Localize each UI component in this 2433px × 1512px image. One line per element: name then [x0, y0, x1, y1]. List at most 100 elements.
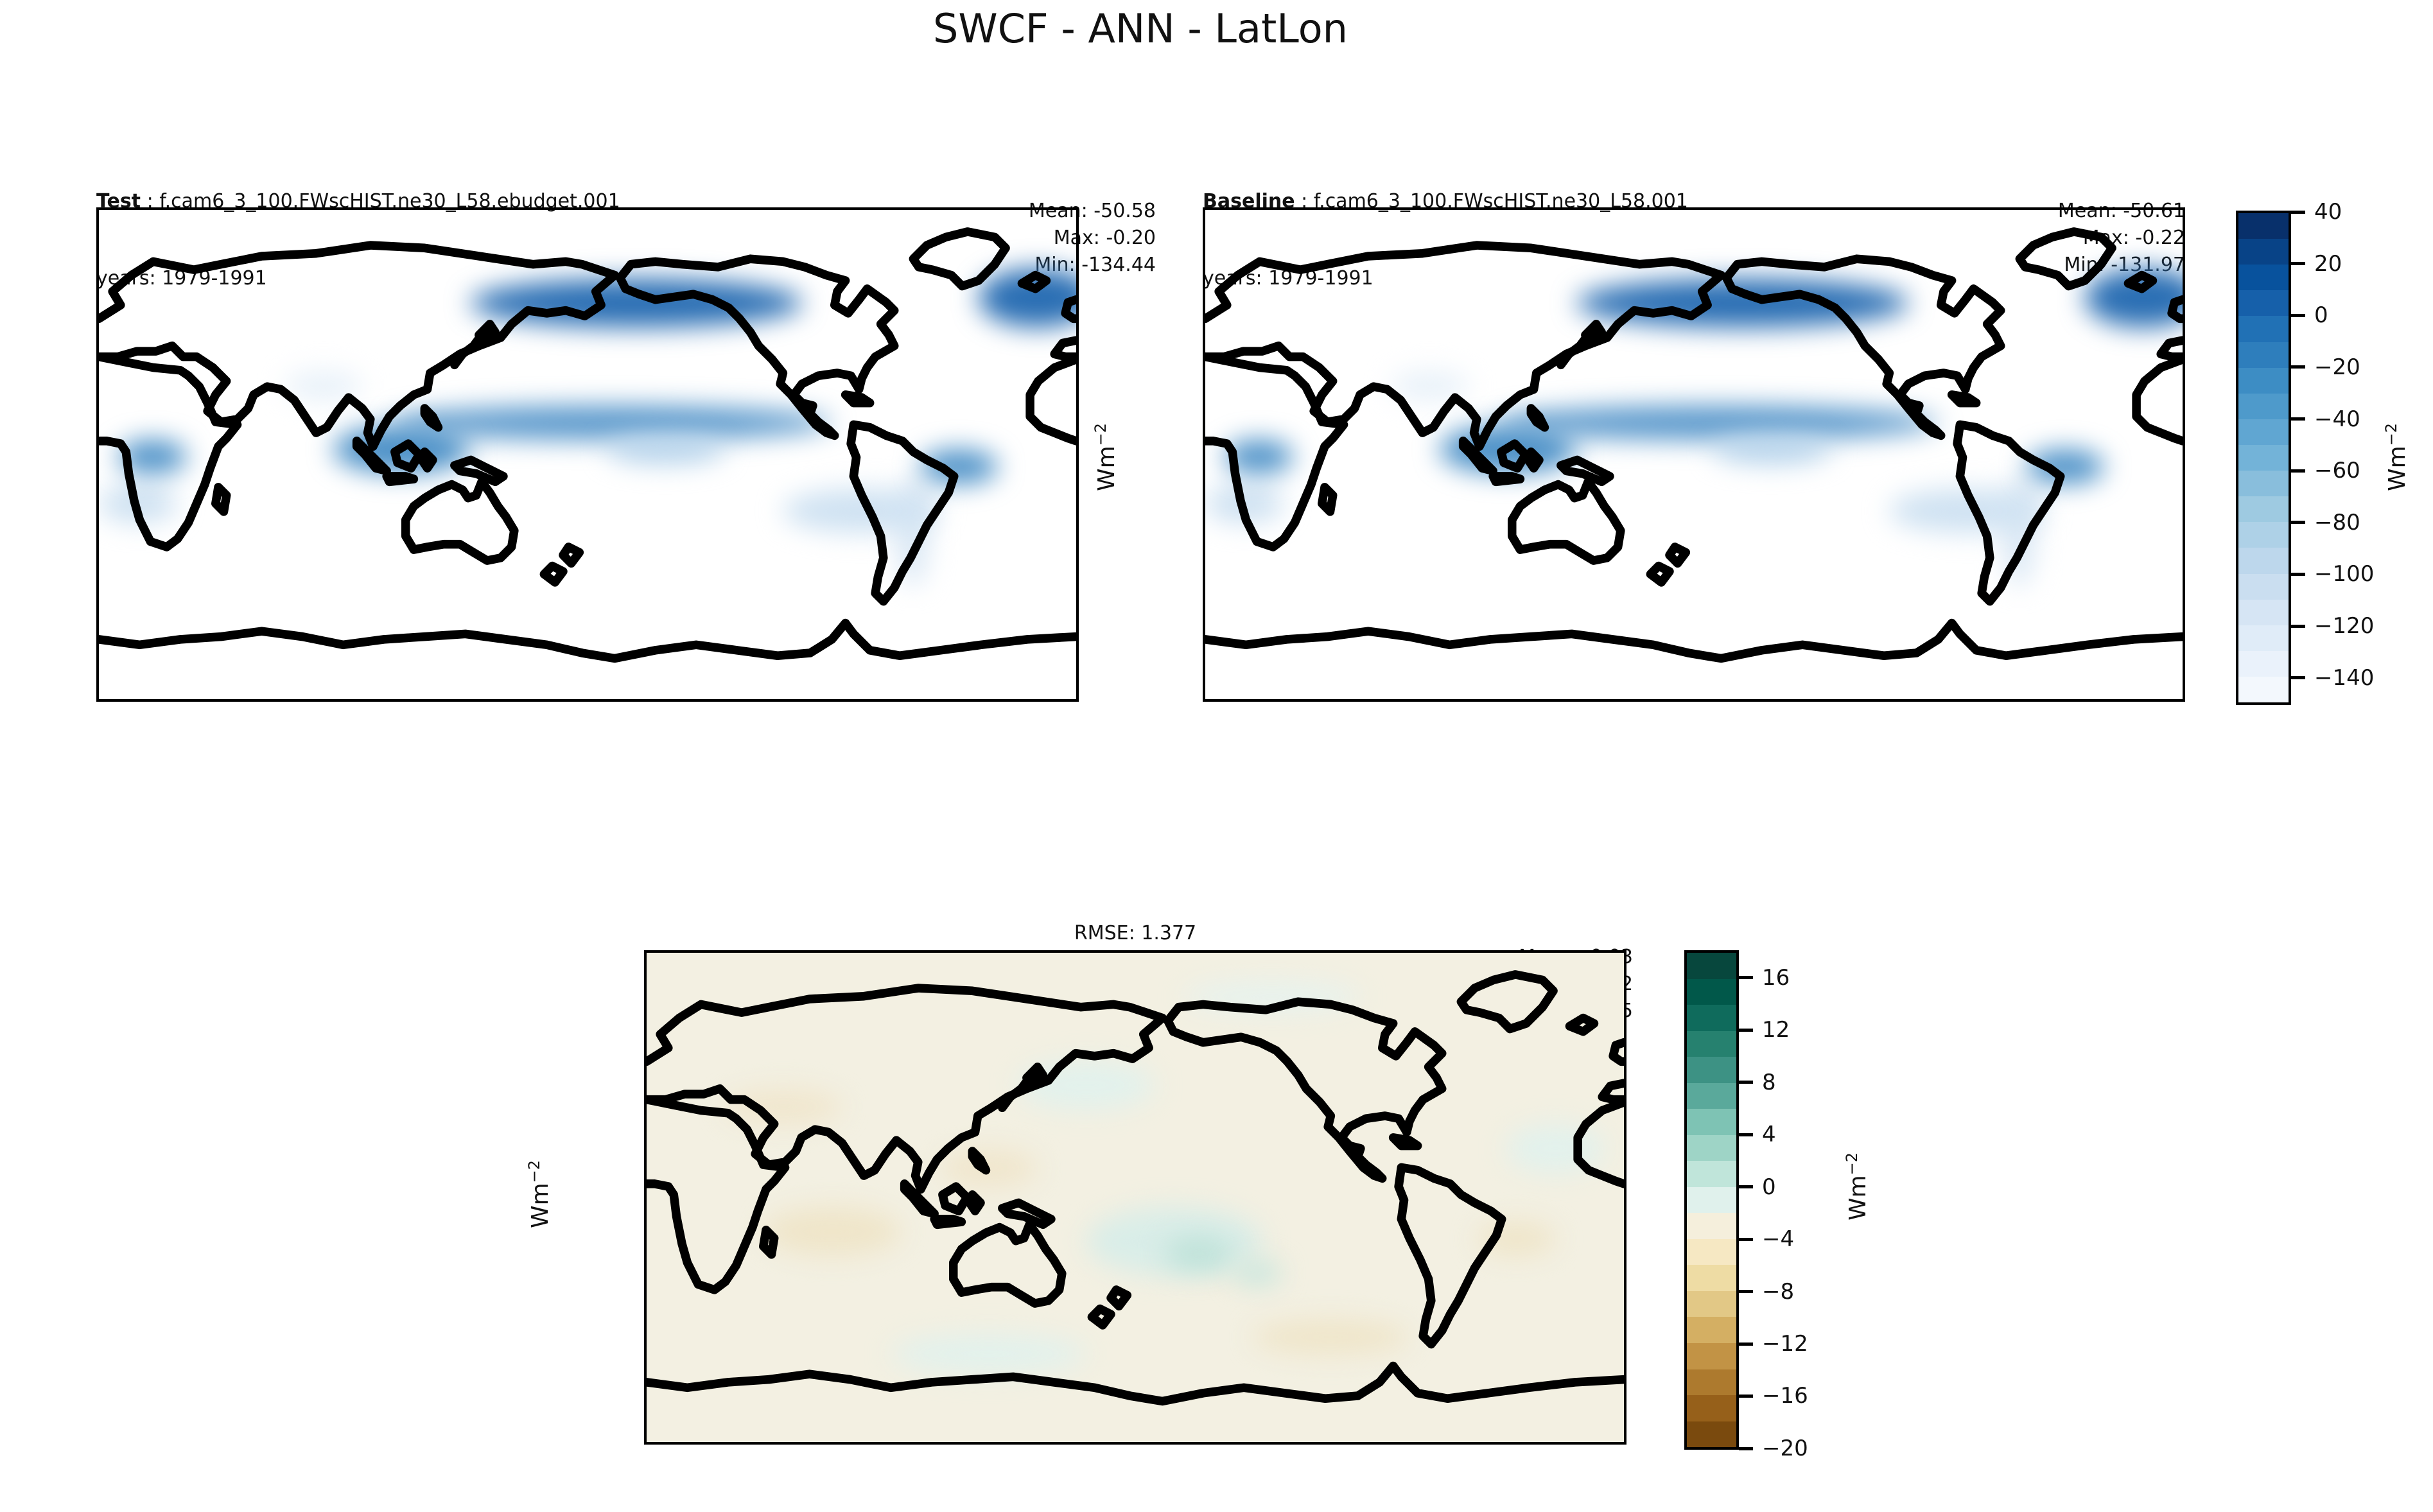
colorbar-segment	[1687, 1030, 1736, 1057]
colorbar-segment	[2238, 419, 2289, 445]
colorbar-tick-label: −40	[2314, 406, 2360, 432]
colorbar-tick-label: 0	[2314, 302, 2328, 329]
tick-mark	[1739, 1447, 1753, 1450]
colorbar-tick-label: −80	[2314, 509, 2360, 535]
colorbar-tick-label: −8	[1762, 1278, 1795, 1305]
unit-base: Wm	[1094, 446, 1120, 492]
colorbar-segment	[2238, 316, 2289, 342]
colorbar-segment	[2238, 599, 2289, 625]
colorbar-segment	[2238, 522, 2289, 548]
contour-blob	[470, 278, 803, 327]
colorbar-tick-label: −16	[1762, 1383, 1808, 1409]
colorbar-segment	[1687, 1265, 1736, 1291]
colorbar-tick-label: 4	[1762, 1122, 1776, 1148]
colorbar-tick-label: −4	[1762, 1226, 1795, 1253]
contour-blob	[392, 405, 832, 440]
test-stats: Mean: -50.58 Max: -0.20 Min: -134.44	[1029, 117, 1156, 279]
colorbar-segment	[1687, 1082, 1736, 1109]
tick-mark	[2291, 572, 2305, 576]
colorbar-tick: −16	[1739, 1383, 1808, 1409]
colorbar-tick: 16	[1739, 965, 1790, 991]
colorbar-segment	[1687, 1161, 1736, 1187]
tick-mark	[1739, 1394, 1753, 1398]
colorbar-segment	[1687, 1005, 1736, 1031]
diff-colorbar-segments	[1687, 953, 1736, 1448]
unit-exponent: −2	[1843, 1152, 1861, 1176]
stat-line: Mean: -50.61	[2057, 200, 2185, 222]
unit-base: Wm	[2384, 446, 2411, 492]
colorbar-tick: 4	[1739, 1122, 1776, 1147]
baseline-map-panel: 90N60N30N030S60S90S 060E120E180120W60W	[1203, 207, 2185, 702]
colorbar-tick: −20	[1739, 1436, 1808, 1461]
colorbar-tick: 12	[1739, 1017, 1790, 1043]
unit-base: Wm	[527, 1183, 554, 1229]
tick-mark	[1739, 976, 1753, 980]
colorbar-segment	[2238, 239, 2289, 265]
colorbar-tick-label: −120	[2314, 613, 2375, 639]
unit-base: Wm	[1845, 1175, 1871, 1221]
colorbar-tick: −120	[2291, 613, 2374, 639]
contour-blob	[1498, 405, 1939, 440]
contour-blob	[1252, 1319, 1409, 1354]
world-coastlines	[647, 953, 1624, 1442]
contour-blob	[1233, 1261, 1282, 1286]
baseline-unit-label: Wm−2	[1092, 423, 1120, 491]
tick-mark	[1739, 1185, 1753, 1189]
colorbar-segment	[2238, 290, 2289, 317]
colorbar-tick: −4	[1739, 1226, 1794, 1252]
colorbar-tick-label: 16	[1762, 964, 1790, 991]
colorbar-tick: −80	[2291, 510, 2360, 535]
tick-mark	[2291, 262, 2305, 266]
contour-blob	[891, 1334, 1086, 1374]
top-colorbar-ticks: 40 20 0 −20 −40 −60 −80 −100 −120 −140	[2291, 199, 2432, 704]
colorbar-segment	[2238, 471, 2289, 497]
colorbar-tick: 40	[2291, 199, 2342, 225]
tick-mark	[2291, 417, 2305, 421]
diff-map-panel: 90N60N30N030S60S90S 060E120E180120W60W	[644, 950, 1626, 1445]
contour-blob	[763, 1207, 901, 1256]
colorbar-tick: 8	[1739, 1070, 1776, 1095]
contour-blob	[1713, 435, 1831, 465]
colorbar-segment	[1687, 953, 1736, 979]
contour-blob	[607, 435, 725, 465]
colorbar-segment	[2238, 548, 2289, 574]
tick-mark	[2291, 210, 2305, 214]
colorbar-segment	[1687, 978, 1736, 1005]
colorbar-segment	[1687, 1109, 1736, 1135]
figure-title: SWCF - ANN - LatLon	[933, 5, 1348, 52]
tick-mark	[1739, 1081, 1753, 1084]
world-coastlines	[99, 210, 1076, 699]
colorbar-tick: −140	[2291, 665, 2374, 691]
tick-mark	[2291, 676, 2305, 680]
colorbar-tick: 0	[2291, 302, 2328, 328]
colorbar-tick: −20	[2291, 354, 2360, 380]
tick-mark	[2291, 624, 2305, 628]
colorbar-segment	[1687, 1134, 1736, 1161]
world-coastlines	[1205, 210, 2183, 699]
colorbar-segment	[2238, 393, 2289, 419]
colorbar-segment	[2238, 265, 2289, 291]
colorbar-tick-label: −100	[2314, 561, 2375, 587]
colorbar-segment	[1687, 1421, 1736, 1448]
unit-exponent: −2	[1092, 422, 1110, 446]
tick-mark	[2291, 521, 2305, 525]
colorbar-segment	[1687, 1343, 1736, 1369]
colorbar-tick-label: −140	[2314, 665, 2375, 691]
colorbar-segment	[1687, 1213, 1736, 1239]
colorbar-segment	[2238, 213, 2289, 239]
contour-blob	[1576, 278, 1909, 327]
colorbar-segment	[2238, 650, 2289, 677]
colorbar-segment	[1687, 1186, 1736, 1213]
unit-exponent: −2	[2382, 422, 2400, 446]
colorbar-tick-label: −60	[2314, 458, 2360, 484]
diff-colorbar: 16 12 8 4 0 −4 −8 −12 −16 −20	[1684, 950, 1808, 1461]
colorbar-segment	[1687, 1395, 1736, 1421]
colorbar-segment	[1687, 1238, 1736, 1265]
colorbar-tick-label: −20	[2314, 354, 2360, 380]
tick-mark	[1739, 1290, 1753, 1294]
colorbar-segment	[2238, 573, 2289, 600]
tick-mark	[1739, 1028, 1753, 1032]
colorbar-tick: 0	[1739, 1174, 1776, 1200]
colorbar-segment	[1687, 1369, 1736, 1396]
